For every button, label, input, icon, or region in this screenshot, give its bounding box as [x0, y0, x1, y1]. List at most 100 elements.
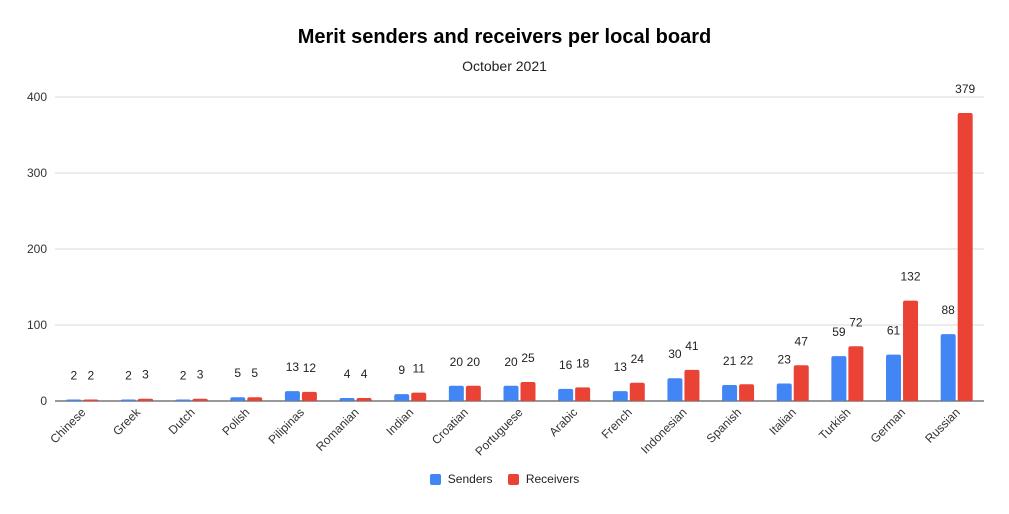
x-tick-label: Arabic	[546, 405, 580, 439]
data-label: 24	[631, 352, 645, 366]
data-label: 11	[412, 362, 425, 376]
y-tick-label: 300	[27, 166, 47, 180]
data-label: 88	[941, 303, 955, 317]
bar-receivers	[957, 112, 973, 402]
bar-senders	[667, 378, 683, 401]
x-tick-label: Russian	[922, 405, 963, 446]
x-tick-label: Spanish	[704, 405, 745, 446]
bar-senders	[120, 399, 136, 401]
y-tick-label: 100	[27, 318, 47, 332]
x-tick-label: German	[868, 405, 909, 446]
data-label: 132	[901, 270, 921, 284]
bar-senders	[558, 388, 574, 401]
bar-receivers	[629, 382, 645, 401]
bar-senders	[175, 399, 191, 401]
x-tick-label: Italian	[766, 405, 799, 438]
bar-receivers	[301, 391, 317, 401]
data-label: 20	[450, 355, 464, 369]
data-label: 59	[832, 325, 846, 339]
bar-receivers	[192, 398, 208, 401]
data-label: 9	[398, 363, 405, 377]
x-tick-label: Indian	[383, 405, 416, 438]
x-tick-label: French	[599, 405, 635, 441]
legend-label-receivers: Receivers	[525, 472, 580, 486]
chart-title: Merit senders and receivers per local bo…	[297, 26, 712, 48]
data-label: 41	[685, 339, 699, 353]
data-label: 47	[795, 334, 809, 348]
bar-receivers	[411, 392, 427, 401]
x-tick-label: Turkish	[816, 405, 853, 442]
data-label: 379	[955, 82, 975, 96]
chart-subtitle: October 2021	[462, 58, 547, 74]
x-tick-label: Polish	[219, 405, 252, 438]
x-tick-label: Chinese	[47, 405, 88, 446]
bar-senders	[394, 394, 410, 401]
data-label: 30	[668, 347, 682, 361]
bar-receivers	[356, 397, 372, 401]
legend: Senders Receivers	[0, 472, 1009, 488]
data-label: 5	[251, 366, 258, 380]
bar-senders	[776, 383, 792, 401]
bar-senders	[886, 354, 902, 401]
data-label: 2	[180, 368, 187, 382]
data-label: 61	[887, 324, 901, 338]
data-label: 21	[723, 354, 737, 368]
bar-senders	[448, 385, 464, 401]
bar-receivers	[575, 387, 591, 401]
bar-senders	[831, 356, 847, 401]
x-tick-label: Dutch	[166, 405, 198, 437]
bar-senders	[284, 391, 300, 401]
bar-receivers	[247, 397, 263, 401]
y-tick-label: 400	[27, 90, 47, 104]
bar-receivers	[465, 385, 481, 401]
data-label: 13	[614, 360, 628, 374]
x-tick-label: Greek	[110, 405, 144, 439]
legend-swatch-receivers	[507, 473, 519, 485]
x-tick-label: Pilipinas	[266, 405, 308, 447]
bar-senders	[612, 391, 628, 401]
y-tick-label: 200	[27, 242, 47, 256]
bar-senders	[339, 397, 355, 401]
data-label: 72	[849, 315, 863, 329]
data-label: 2	[87, 368, 94, 382]
x-tick-label: Indonesian	[638, 405, 689, 456]
bar-receivers	[684, 369, 700, 401]
bar-receivers	[848, 346, 864, 401]
x-tick-label: Portuguese	[472, 405, 526, 459]
bar-receivers	[137, 398, 153, 401]
bar-receivers	[793, 365, 809, 401]
legend-item-senders[interactable]: Senders	[429, 472, 493, 486]
legend-swatch-senders	[429, 473, 441, 485]
data-label: 23	[778, 353, 792, 367]
data-label: 5	[234, 366, 241, 380]
data-label: 3	[142, 368, 149, 382]
data-label: 25	[521, 351, 535, 365]
bar-senders	[230, 397, 246, 401]
bar-senders	[940, 334, 956, 401]
data-label: 16	[559, 358, 573, 372]
bar-receivers	[739, 384, 755, 401]
data-label: 12	[303, 361, 317, 375]
data-label: 3	[197, 368, 204, 382]
data-label: 18	[576, 356, 590, 370]
bar-senders	[722, 385, 738, 401]
x-tick-label: Romanian	[313, 405, 362, 454]
data-label: 13	[286, 360, 300, 374]
legend-label-senders: Senders	[447, 472, 493, 486]
legend-item-receivers[interactable]: Receivers	[507, 472, 580, 486]
data-label: 4	[344, 367, 351, 381]
data-label: 4	[361, 367, 368, 381]
y-tick-label: 0	[40, 394, 47, 408]
bar-receivers	[83, 399, 99, 401]
x-tick-label: Croatian	[429, 405, 471, 447]
bar-senders	[66, 399, 82, 401]
bar-receivers	[903, 300, 919, 401]
data-label: 20	[467, 355, 481, 369]
data-label: 22	[740, 353, 754, 367]
data-label: 20	[504, 355, 518, 369]
data-label: 2	[70, 368, 77, 382]
bar-receivers	[520, 382, 536, 401]
bar-senders	[503, 385, 519, 401]
data-label: 2	[125, 368, 132, 382]
